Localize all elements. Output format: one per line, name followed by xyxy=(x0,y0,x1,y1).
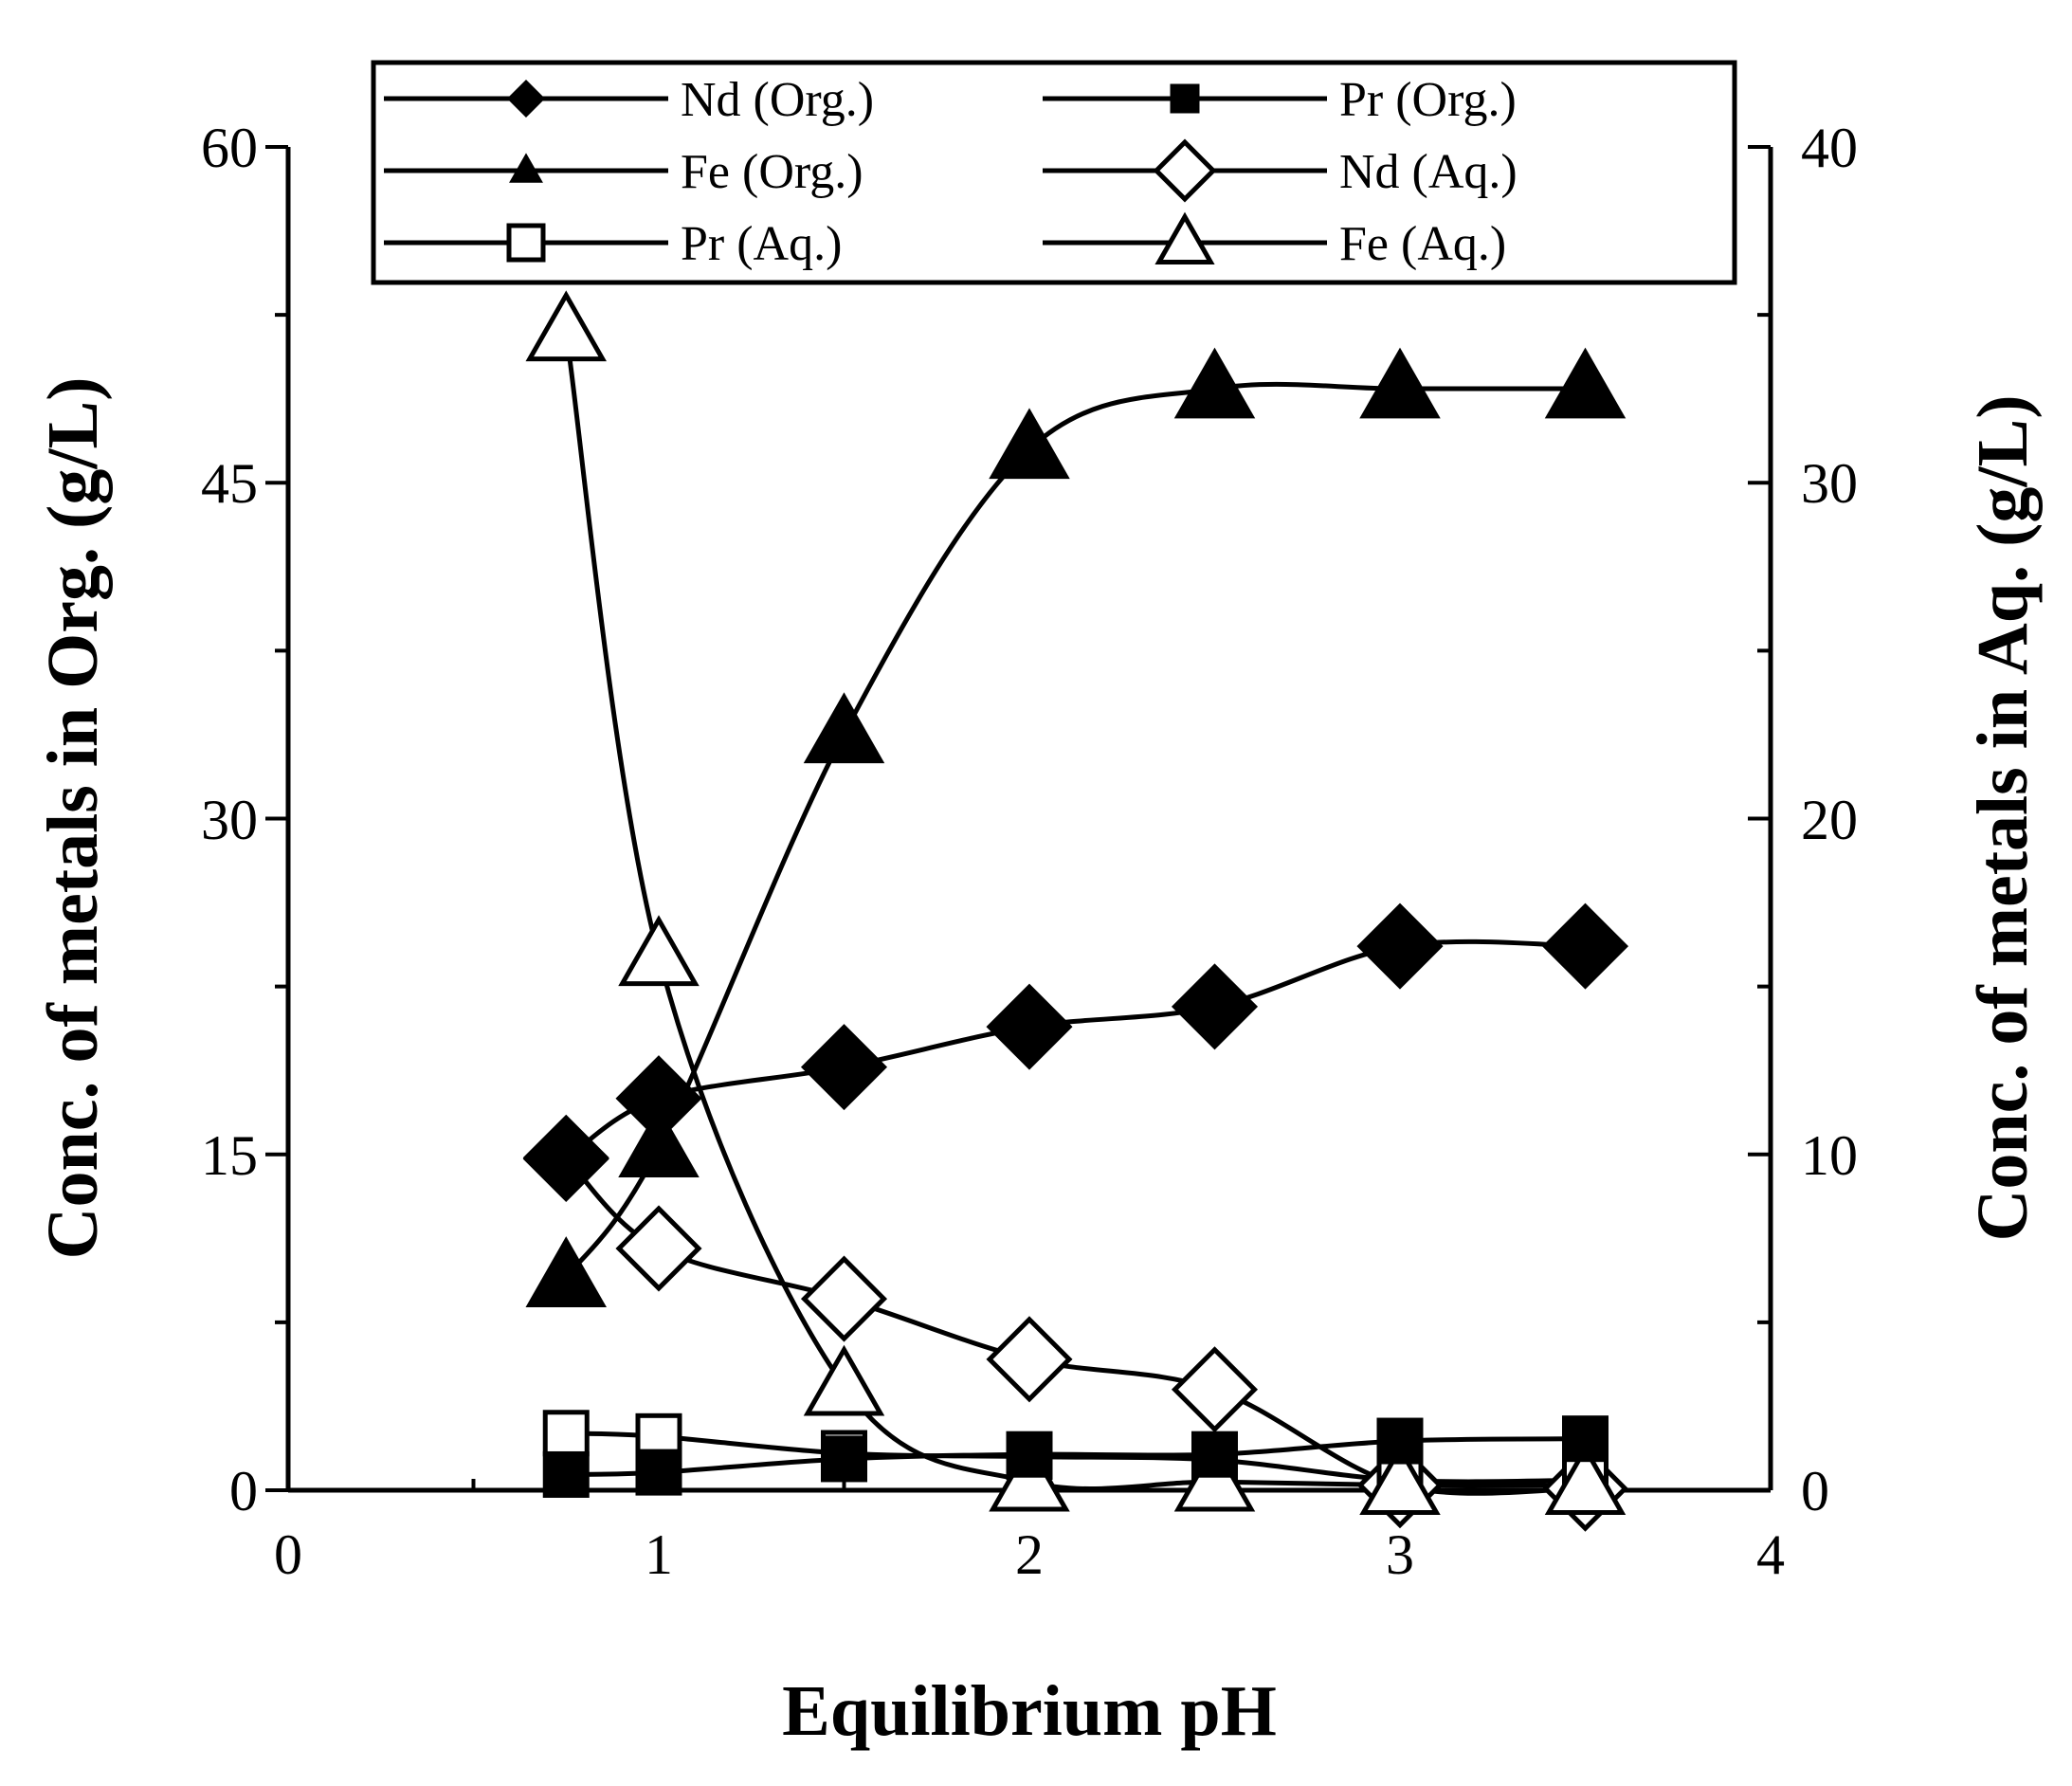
point-pr-org xyxy=(1376,1417,1424,1465)
point-nd-org xyxy=(522,1115,609,1203)
point-pr-org xyxy=(1191,1431,1238,1478)
point-pr-org xyxy=(1006,1431,1053,1478)
tick-labels: 0 1 2 3 4 0 15 30 45 60 0 10 20 30 40 xyxy=(201,117,1858,1586)
point-fe-aq xyxy=(1359,1444,1441,1516)
legend-label: Pr (Aq.) xyxy=(681,217,842,271)
point-nd-org xyxy=(1171,963,1259,1050)
legend-swatch-marker xyxy=(1153,138,1217,203)
right-y-tick-label: 10 xyxy=(1801,1124,1858,1187)
point-fe-org xyxy=(618,1106,700,1177)
legend-swatch-marker xyxy=(1154,211,1215,264)
point-pr-org xyxy=(1562,1415,1609,1463)
point-pr-org xyxy=(821,1435,867,1483)
right-y-tick-label: 0 xyxy=(1801,1460,1829,1522)
point-fe-org xyxy=(1544,347,1627,419)
point-pr-org xyxy=(635,1449,682,1496)
axes xyxy=(285,147,1773,1493)
legend: Nd (Org.) Pr (Org.) Fe (Org.) Nd (Aq.) P… xyxy=(371,60,1737,285)
legend-label: Pr (Org.) xyxy=(1339,73,1517,127)
point-nd-aq xyxy=(800,1255,888,1342)
point-fe-org xyxy=(1173,347,1256,419)
x-axis-title: Equilibrium pH xyxy=(782,1671,1277,1751)
point-pr-org xyxy=(542,1450,590,1498)
series-markers xyxy=(522,290,1629,1532)
right-y-axis-title: Conc. of metals in Aq. (g/L) xyxy=(1963,395,2043,1242)
left-y-axis-title: Conc. of metals in Org. (g/L) xyxy=(33,377,113,1260)
line-nd-org xyxy=(564,939,1586,1161)
legend-label: Nd (Aq.) xyxy=(1339,145,1518,199)
point-fe-aq xyxy=(803,1344,885,1416)
x-tick-label: 2 xyxy=(1015,1523,1044,1586)
legend-swatch-marker xyxy=(509,153,543,183)
legend-swatch-marker xyxy=(506,223,546,263)
right-y-tick-label: 30 xyxy=(1801,452,1858,515)
line-fe-aq xyxy=(563,331,1586,1491)
point-pr-aq xyxy=(542,1410,590,1457)
point-nd-aq xyxy=(1171,1346,1259,1433)
x-tick-label: 4 xyxy=(1756,1523,1785,1586)
series-lines xyxy=(563,331,1586,1496)
right-y-tick-label: 40 xyxy=(1801,117,1858,179)
point-nd-aq xyxy=(615,1205,702,1292)
point-fe-org xyxy=(1359,347,1441,419)
x-tick-label: 1 xyxy=(645,1523,673,1586)
left-y-tick-label: 45 xyxy=(201,452,258,515)
legend-label: Fe (Aq.) xyxy=(1339,217,1506,271)
right-y-tick-label: 20 xyxy=(1801,789,1858,851)
legend-items xyxy=(384,79,1327,264)
point-nd-org xyxy=(986,983,1073,1070)
point-fe-aq xyxy=(1544,1444,1627,1516)
legend-swatch-marker xyxy=(506,79,546,118)
left-y-tick-label: 15 xyxy=(201,1124,258,1187)
x-tick-label: 3 xyxy=(1386,1523,1414,1586)
ticks xyxy=(265,145,1772,1492)
point-fe-aq xyxy=(525,290,607,362)
left-y-tick-label: 0 xyxy=(229,1460,258,1522)
point-fe-org xyxy=(989,408,1070,480)
legend-swatch-marker xyxy=(1170,83,1200,114)
legend-label: Nd (Org.) xyxy=(681,73,874,127)
point-nd-org xyxy=(800,1024,888,1111)
left-y-tick-label: 60 xyxy=(201,117,258,179)
x-tick-label: 0 xyxy=(274,1523,302,1586)
point-fe-org xyxy=(525,1236,607,1307)
point-nd-org xyxy=(1356,902,1444,990)
legend-label: Fe (Org.) xyxy=(681,145,863,199)
point-nd-aq xyxy=(986,1316,1073,1403)
point-fe-aq xyxy=(618,915,700,987)
left-y-tick-label: 30 xyxy=(201,789,258,851)
point-nd-org xyxy=(1541,902,1629,990)
point-fe-org xyxy=(803,692,885,764)
